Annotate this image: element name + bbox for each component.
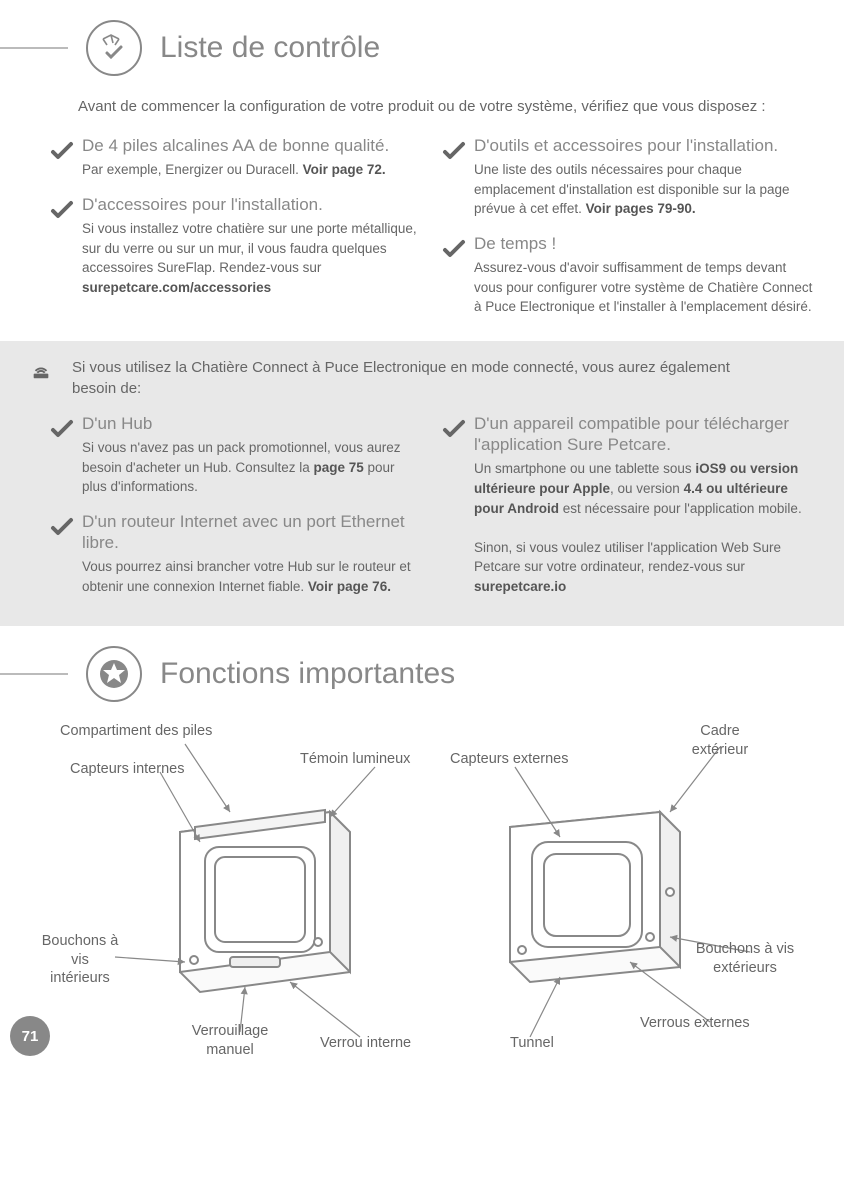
item-title: D'outils et accessoires pour l'installat…	[474, 135, 814, 156]
grey-intro-text: Si vous utilisez la Chatière Connect à P…	[72, 357, 772, 399]
section-header-functions: Fonctions importantes	[0, 646, 844, 702]
section-title: Fonctions importantes	[160, 657, 455, 691]
item-body: Vous pourrez ainsi brancher votre Hub su…	[82, 557, 422, 596]
section-title: Liste de contrôle	[160, 31, 380, 65]
label-internal-latch: Verrou interne	[320, 1034, 411, 1052]
label-screw-caps-ext: Bouchons à vis extérieurs	[690, 940, 800, 976]
checklist-item: D'accessoires pour l'installation. Si vo…	[50, 194, 422, 298]
checklist-item: De temps ! Assurez-vous d'avoir suffisam…	[442, 233, 814, 317]
check-icon	[442, 417, 466, 441]
section-header-checklist: Liste de contrôle	[0, 20, 844, 76]
item-title: D'accessoires pour l'installation.	[82, 194, 422, 215]
item-body: Par exemple, Energizer ou Duracell. Voir…	[82, 160, 422, 180]
label-outer-frame: Cadre extérieur	[680, 722, 760, 758]
label-internal-sensors: Capteurs internes	[70, 760, 184, 778]
label-screw-caps-int: Bouchons à vis intérieurs	[40, 932, 120, 986]
label-external-sensors: Capteurs externes	[450, 750, 568, 768]
grey-intro: Si vous utilisez la Chatière Connect à P…	[30, 357, 814, 399]
header-line	[0, 673, 68, 675]
item-title: D'un Hub	[82, 413, 422, 434]
checklist-item: D'un Hub Si vous n'avez pas un pack prom…	[50, 413, 422, 497]
item-title: D'un appareil compatible pour télécharge…	[474, 413, 814, 456]
checklist-item: D'outils et accessoires pour l'installat…	[442, 135, 814, 219]
item-body: Une liste des outils nécessaires pour ch…	[474, 160, 814, 219]
checklist-icon	[86, 20, 142, 76]
star-icon	[86, 646, 142, 702]
wifi-icon	[30, 359, 52, 381]
item-title: De 4 piles alcalines AA de bonne qualité…	[82, 135, 422, 156]
item-body: Un smartphone ou une tablette sous iOS9 …	[474, 459, 814, 596]
connected-mode-box: Si vous utilisez la Chatière Connect à P…	[0, 341, 844, 627]
intro-text: Avant de commencer la configuration de v…	[78, 96, 778, 117]
item-body: Si vous installez votre chatière sur une…	[82, 219, 422, 297]
checklist-grid-main: De 4 piles alcalines AA de bonne qualité…	[50, 135, 814, 331]
check-icon	[442, 237, 466, 261]
item-title: De temps !	[474, 233, 814, 254]
item-title: D'un routeur Internet avec un port Ether…	[82, 511, 422, 554]
check-icon	[50, 417, 74, 441]
diagram-section: Compartiment des piles Capteurs internes…	[30, 722, 814, 1062]
label-manual-lock: Verrouillage manuel	[180, 1022, 280, 1058]
checklist-item: D'un routeur Internet avec un port Ether…	[50, 511, 422, 597]
item-body: Si vous n'avez pas un pack promotionnel,…	[82, 438, 422, 497]
check-icon	[442, 139, 466, 163]
checklist-grid-grey: D'un Hub Si vous n'avez pas un pack prom…	[50, 413, 814, 611]
checklist-item: D'un appareil compatible pour télécharge…	[442, 413, 814, 596]
header-line	[0, 47, 68, 49]
label-battery: Compartiment des piles	[60, 722, 212, 740]
check-icon	[50, 198, 74, 222]
check-icon	[50, 515, 74, 539]
label-light: Témoin lumineux	[300, 750, 410, 768]
check-icon	[50, 139, 74, 163]
checklist-item: De 4 piles alcalines AA de bonne qualité…	[50, 135, 422, 180]
label-tunnel: Tunnel	[510, 1034, 554, 1052]
label-external-latches: Verrous externes	[640, 1014, 750, 1032]
item-body: Assurez-vous d'avoir suffisamment de tem…	[474, 258, 814, 317]
